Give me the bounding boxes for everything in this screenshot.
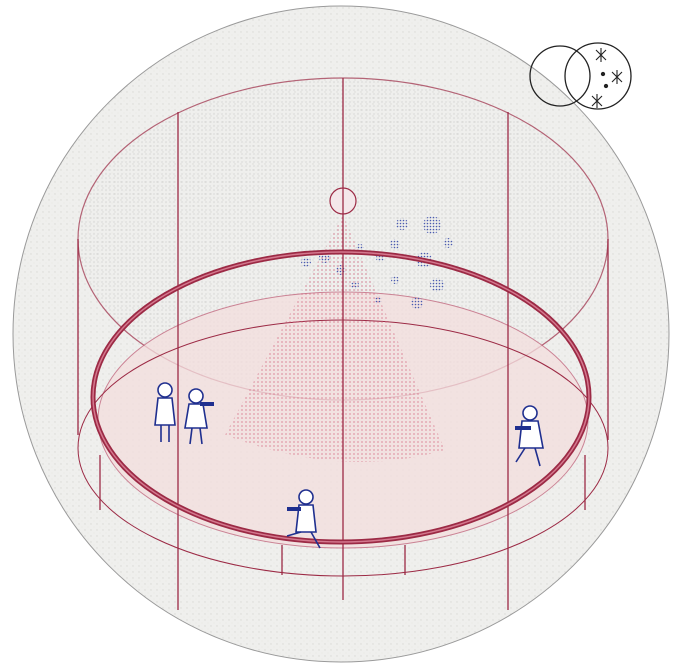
day-night-icon: [529, 42, 632, 110]
figure: [515, 405, 544, 467]
figure: [184, 388, 214, 445]
tree: [225, 215, 445, 462]
poles: [77, 78, 609, 610]
ring-highlight: [92, 251, 590, 543]
figure: [286, 489, 321, 549]
figure: [154, 382, 176, 442]
ornaments: [301, 216, 453, 309]
